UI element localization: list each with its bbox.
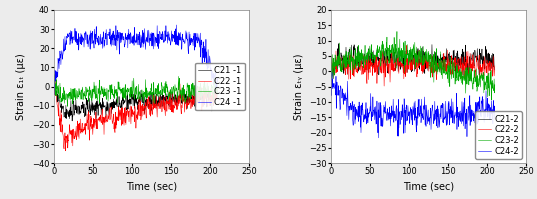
Line: C24 -1: C24 -1: [54, 25, 217, 95]
C21-2: [480, 60, 487, 63]
C21 -1: [203, 100, 209, 102]
C24-2: [363, 123, 369, 125]
C24 -1: [203, 64, 209, 66]
C24 -1: [105, 34, 112, 36]
C22-2: [374, 64, 381, 67]
C24 -1: [173, 24, 180, 26]
C23 -1: [111, 93, 117, 96]
C23 -1: [97, 90, 104, 92]
C22 -1: [111, 113, 117, 115]
C21 -1: [86, 107, 92, 109]
C23 -1: [214, 94, 221, 96]
C24 -1: [50, 86, 57, 89]
C22-2: [491, 65, 498, 67]
C24 -1: [86, 39, 92, 41]
C23-2: [328, 56, 334, 59]
C24-2: [491, 118, 498, 120]
C23 -1: [106, 91, 112, 93]
C22 -1: [106, 112, 112, 114]
C24 -1: [97, 41, 104, 43]
C21 -1: [97, 101, 104, 104]
C23 -1: [89, 99, 95, 102]
Line: C23-2: C23-2: [331, 31, 495, 100]
C22 -1: [203, 94, 209, 97]
C22 -1: [97, 118, 104, 120]
C24-2: [328, 85, 334, 87]
C22-2: [403, 44, 410, 47]
C22 -1: [62, 150, 69, 152]
C23 -1: [64, 105, 71, 108]
C24-2: [374, 118, 381, 120]
Line: C23 -1: C23 -1: [54, 74, 217, 106]
C21 -1: [89, 98, 95, 100]
C22-2: [480, 61, 487, 64]
C24-2: [329, 71, 335, 74]
C23-2: [374, 56, 381, 58]
C22 -1: [89, 128, 95, 130]
C23-2: [387, 50, 394, 53]
C21-2: [330, 77, 336, 80]
Legend: C21-2, C22-2, C23-2, C24-2: C21-2, C22-2, C23-2, C24-2: [475, 111, 522, 159]
C24 -1: [51, 93, 57, 96]
C23-2: [480, 78, 487, 80]
C21-2: [328, 69, 334, 71]
C23 -1: [86, 94, 92, 97]
X-axis label: Time (sec): Time (sec): [126, 182, 177, 192]
C23 -1: [52, 73, 58, 76]
Line: C22 -1: C22 -1: [54, 80, 217, 151]
C24 -1: [88, 34, 95, 37]
C24 -1: [214, 80, 221, 83]
C22-2: [363, 69, 369, 71]
C22-2: [328, 55, 334, 57]
C22-2: [381, 85, 387, 87]
C22-2: [365, 78, 372, 81]
Line: C22-2: C22-2: [331, 45, 495, 86]
C21-2: [364, 57, 370, 59]
Line: C21 -1: C21 -1: [54, 83, 217, 121]
C21 -1: [106, 114, 112, 116]
C21-2: [388, 57, 394, 59]
C21 -1: [214, 92, 221, 94]
C21-2: [491, 69, 498, 71]
C21-2: [383, 49, 389, 51]
C21 -1: [69, 120, 75, 122]
C24-2: [366, 115, 372, 117]
C23-2: [382, 50, 389, 52]
C24-2: [388, 117, 394, 120]
C21 -1: [111, 106, 117, 109]
Y-axis label: Strain ε₁ₜ (με): Strain ε₁ₜ (με): [16, 53, 26, 120]
C22-2: [383, 56, 389, 58]
C21 -1: [52, 82, 59, 85]
C24-2: [383, 114, 389, 116]
Legend: C21 -1, C22 -1, C23 -1, C24 -1: C21 -1, C22 -1, C23 -1, C24 -1: [195, 63, 245, 110]
C21-2: [336, 42, 342, 45]
C22 -1: [50, 83, 57, 86]
C22-2: [388, 62, 394, 65]
C22 -1: [52, 79, 59, 82]
C24-2: [480, 109, 487, 111]
Line: C21-2: C21-2: [331, 44, 495, 79]
C24-2: [375, 137, 382, 139]
C23-2: [363, 56, 369, 58]
C22 -1: [86, 139, 92, 141]
C23-2: [488, 99, 495, 101]
C24 -1: [110, 36, 117, 39]
C23 -1: [50, 78, 57, 81]
Y-axis label: Strain εₜᵧ (με): Strain εₜᵧ (με): [294, 53, 303, 120]
C23-2: [491, 84, 498, 86]
Line: C24-2: C24-2: [331, 73, 495, 138]
C21 -1: [50, 83, 57, 85]
X-axis label: Time (sec): Time (sec): [403, 182, 454, 192]
C21-2: [366, 59, 372, 61]
C23-2: [365, 48, 372, 51]
C23-2: [394, 30, 400, 33]
C23 -1: [203, 93, 209, 96]
C21-2: [375, 54, 381, 56]
C22 -1: [214, 89, 221, 91]
